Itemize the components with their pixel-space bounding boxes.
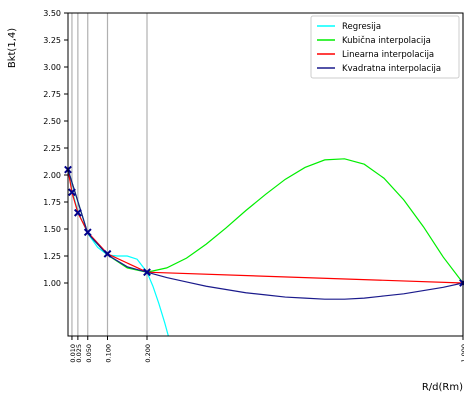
data-marker — [143, 268, 151, 277]
y-tick-label: 2.75 — [43, 90, 61, 99]
axes: 1.00 1.25 1.50 1.75 2.00 2.25 2.50 2.75 3.00 3.25… — [43, 9, 464, 363]
y-tick-label: 3.50 — [43, 9, 61, 18]
data-marker — [83, 228, 92, 237]
x-tick-label: 0.025 — [75, 344, 83, 363]
series-line-1 — [68, 158, 463, 284]
data-marker — [103, 249, 112, 258]
x-axis-label: R/d(Rm) — [422, 382, 463, 393]
y-tick-label: 3.25 — [43, 36, 61, 45]
series-lines — [68, 158, 463, 336]
series-line-3 — [68, 169, 463, 300]
legend-label: Regresija — [342, 22, 381, 32]
data-marker — [73, 208, 82, 217]
y-tick-label: 1.00 — [43, 279, 61, 288]
data-marker — [68, 188, 76, 197]
x-tick-label: 0.050 — [85, 344, 93, 363]
legend-label: Kubična interpolacija — [342, 35, 431, 46]
y-tick-label: 2.25 — [43, 144, 61, 153]
y-axis-label: Bkt(1,4) — [7, 28, 18, 68]
x-tick-label: 0.010 — [69, 344, 77, 363]
y-tick-label: 2.00 — [43, 171, 61, 180]
legend-label: Kvadratna interpolacija — [342, 64, 441, 74]
data-markers — [64, 165, 464, 287]
y-tick-label: 1.50 — [43, 225, 61, 234]
y-tick-label: 2.50 — [43, 117, 61, 126]
x-tick-label: 0.200 — [144, 344, 152, 363]
legend-label: Linearna interpolacija — [342, 50, 434, 60]
legend: Regresija Kubična interpolacija Linearna i… — [310, 15, 460, 79]
y-tick-label: 3.00 — [43, 63, 61, 72]
y-tick-label: 1.75 — [43, 198, 61, 207]
y-tick-label: 1.25 — [43, 252, 61, 261]
series-line-2 — [68, 169, 463, 284]
x-tick-label: 1.000 — [460, 344, 464, 363]
x-tick-label: 0.100 — [105, 344, 113, 363]
legend-box — [310, 15, 460, 79]
